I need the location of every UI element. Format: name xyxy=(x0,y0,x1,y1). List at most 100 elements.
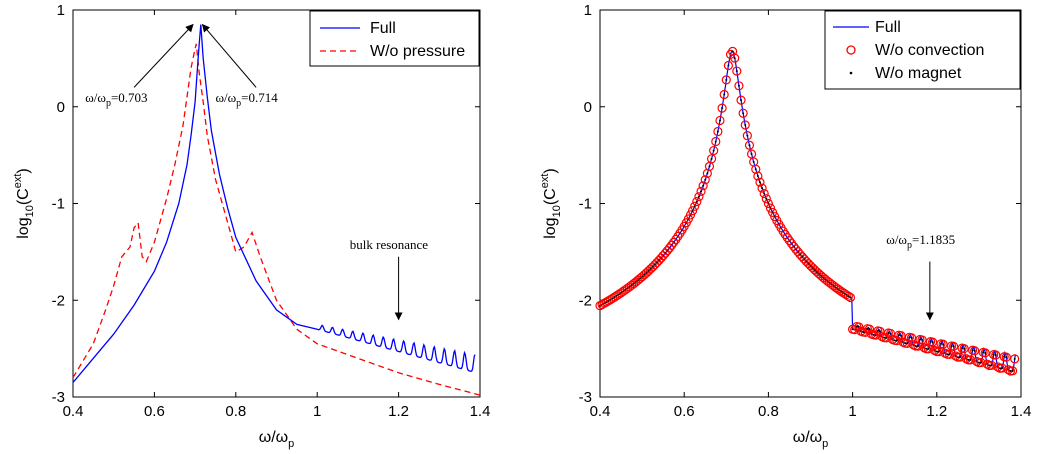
marker-wo-magnet xyxy=(695,200,698,203)
marker-wo-magnet xyxy=(971,349,974,352)
annotation-0703: ω/ωp=0.703 xyxy=(85,90,147,109)
annotation-11835-sub: p xyxy=(907,240,912,251)
legend-label-full: Full xyxy=(370,20,396,37)
marker-wo-magnet xyxy=(756,174,759,177)
marker-wo-magnet xyxy=(820,274,823,277)
marker-wo-magnet xyxy=(740,99,743,102)
marker-wo-magnet xyxy=(984,351,987,354)
marker-wo-magnet xyxy=(752,160,755,163)
marker-wo-magnet xyxy=(744,124,747,127)
y-tick-label: 1 xyxy=(57,2,65,19)
marker-wo-convection xyxy=(717,103,727,113)
x-tick-label: 0.6 xyxy=(144,403,165,420)
marker-wo-convection xyxy=(1007,366,1018,376)
marker-wo-magnet xyxy=(716,130,719,133)
marker-wo-convection xyxy=(875,326,885,336)
marker-wo-magnet xyxy=(885,336,888,339)
x-axis-label-main: ω/ω xyxy=(259,429,288,446)
marker-wo-convection xyxy=(711,136,721,147)
marker-wo-convection xyxy=(744,140,755,150)
series-line-full xyxy=(599,50,1017,372)
y-axis-label-sup: ext xyxy=(539,174,551,189)
marker-wo-magnet xyxy=(761,187,764,190)
legend-box xyxy=(824,10,1021,90)
x-tick-label: 0.4 xyxy=(63,403,84,420)
marker-wo-convection xyxy=(728,46,738,57)
marker-wo-convection xyxy=(765,203,776,213)
marker-wo-magnet xyxy=(958,356,961,359)
marker-wo-magnet xyxy=(636,279,639,282)
marker-wo-convection xyxy=(723,60,734,71)
marker-wo-convection xyxy=(913,341,923,351)
marker-wo-magnet xyxy=(980,361,983,364)
marker-wo-convection xyxy=(976,357,986,368)
marker-wo-magnet xyxy=(921,338,924,341)
marker-wo-magnet xyxy=(872,333,875,336)
y-tick-label: -1 xyxy=(579,196,592,213)
marker-wo-magnet xyxy=(855,325,858,328)
y-axis-label-sub: 10 xyxy=(551,205,563,217)
y-axis-label-sub: 10 xyxy=(24,205,36,217)
marker-wo-convection xyxy=(965,355,976,365)
annotation-0714-sub: p xyxy=(236,98,241,109)
marker-wo-magnet xyxy=(727,64,730,67)
marker-wo-convection xyxy=(753,171,763,181)
marker-wo-magnet xyxy=(895,339,898,342)
marker-wo-convection xyxy=(732,66,742,76)
series-line-full xyxy=(72,24,476,383)
marker-wo-magnet xyxy=(868,328,871,331)
y-axis-label-mid: (C xyxy=(542,188,559,205)
marker-wo-magnet xyxy=(735,70,738,73)
marker-wo-magnet xyxy=(961,347,964,350)
x-tick-label: 0.6 xyxy=(674,403,695,420)
marker-wo-magnet xyxy=(1011,369,1014,372)
marker-wo-magnet xyxy=(946,353,949,356)
marker-wo-magnet xyxy=(754,168,757,171)
marker-wo-convection xyxy=(751,164,761,174)
marker-wo-magnet xyxy=(1003,355,1006,358)
y-axis-label-end: ) xyxy=(15,168,32,173)
marker-wo-convection xyxy=(885,328,896,339)
marker-wo-convection xyxy=(843,291,853,301)
marker-wo-magnet xyxy=(708,165,711,168)
annotation-bulk-resonance: bulk resonance xyxy=(350,237,429,252)
marker-wo-convection xyxy=(688,206,698,216)
marker-wo-convection xyxy=(692,197,702,207)
marker-wo-convection xyxy=(734,81,744,91)
marker-wo-magnet xyxy=(697,195,700,198)
marker-wo-magnet xyxy=(929,340,932,343)
marker-wo-convection xyxy=(709,145,719,156)
marker-wo-convection xyxy=(982,359,992,369)
marker-wo-magnet xyxy=(956,356,959,359)
x-tick-label: 0.8 xyxy=(758,403,779,420)
y-tick-label: 0 xyxy=(584,99,592,116)
x-tick-label: 1 xyxy=(313,403,321,420)
marker-wo-magnet xyxy=(992,353,995,356)
marker-wo-convection xyxy=(685,210,696,220)
series-line-wo-pressure xyxy=(72,43,481,396)
marker-wo-magnet xyxy=(998,367,1001,370)
annotation-0703-main: ω/ω xyxy=(85,90,106,105)
marker-wo-convection xyxy=(698,181,708,191)
marker-wo-convection xyxy=(719,89,729,100)
marker-wo-magnet xyxy=(849,296,852,299)
annotation-0703-rest: =0.703 xyxy=(111,90,148,105)
annotation-11835-main: ω/ω xyxy=(886,232,907,247)
marker-wo-magnet xyxy=(910,336,913,339)
y-tick-label: -1 xyxy=(52,196,65,213)
y-tick-label: -3 xyxy=(579,389,592,406)
marker-wo-magnet xyxy=(916,345,919,348)
marker-wo-magnet xyxy=(641,275,644,278)
marker-wo-magnet xyxy=(645,271,648,274)
marker-wo-magnet xyxy=(828,281,831,284)
marker-wo-convection xyxy=(1001,352,1011,362)
marker-wo-magnet xyxy=(725,78,728,81)
annotation-0714-main: ω/ω xyxy=(215,90,236,105)
legend-box xyxy=(309,10,480,67)
x-tick-label: 1 xyxy=(848,403,856,420)
marker-wo-magnet xyxy=(706,172,709,175)
y-axis-label-main: log xyxy=(542,217,559,238)
marker-wo-convection xyxy=(700,175,710,185)
annotation-arrow-0703 xyxy=(133,23,194,88)
